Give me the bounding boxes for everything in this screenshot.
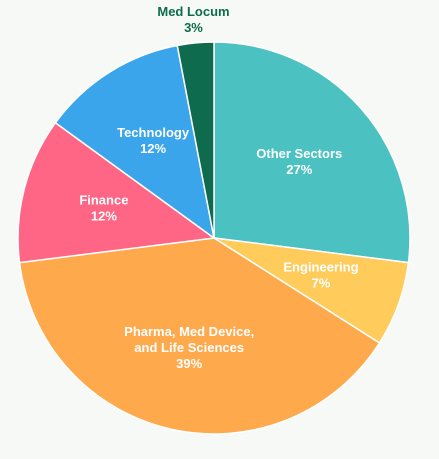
pie-value-label: 27%: [286, 162, 312, 177]
pie-slice-other-sectors: [213, 41, 411, 264]
pie-category-label: and Life Sciences: [134, 340, 244, 355]
pie-slice-pharma-med-device-and-life-sciences: [18, 237, 381, 435]
pie-category-label: Technology: [117, 125, 190, 140]
pie-slice-finance: [17, 121, 216, 264]
pie-value-label: 7%: [312, 276, 331, 291]
pie-category-label: Med Locum: [157, 4, 229, 19]
pie-slice-med-locum: [176, 41, 215, 239]
pie-value-label: 12%: [91, 209, 117, 224]
pie-value-label: 3%: [184, 20, 203, 35]
pie-label-med-locum: Med Locum 3%: [157, 4, 229, 35]
pie-category-label: Engineering: [283, 260, 358, 275]
pie-value-label: 39%: [176, 356, 202, 371]
pie-labels: Other Sectors 27% Engineering 7% Pharma, Med…: [79, 4, 358, 371]
pie-category-label: Finance: [79, 193, 128, 208]
pie-label-finance: Finance 12%: [79, 193, 128, 224]
pie-category-label: Pharma, Med Device,: [124, 324, 254, 339]
pie-label-pharma-med-device-and-life-sciences: Pharma, Med Device, and Life Sciences 39%: [124, 324, 254, 371]
pie-label-technology: Technology 12%: [117, 125, 190, 156]
pie-value-label: 12%: [140, 141, 166, 156]
pie-category-label: Other Sectors: [256, 146, 342, 161]
pie-label-other-sectors: Other Sectors 27%: [256, 146, 342, 177]
pie-slices: [17, 41, 411, 435]
pie-slice-technology: [54, 44, 216, 240]
pie-label-engineering: Engineering 7%: [283, 260, 358, 291]
